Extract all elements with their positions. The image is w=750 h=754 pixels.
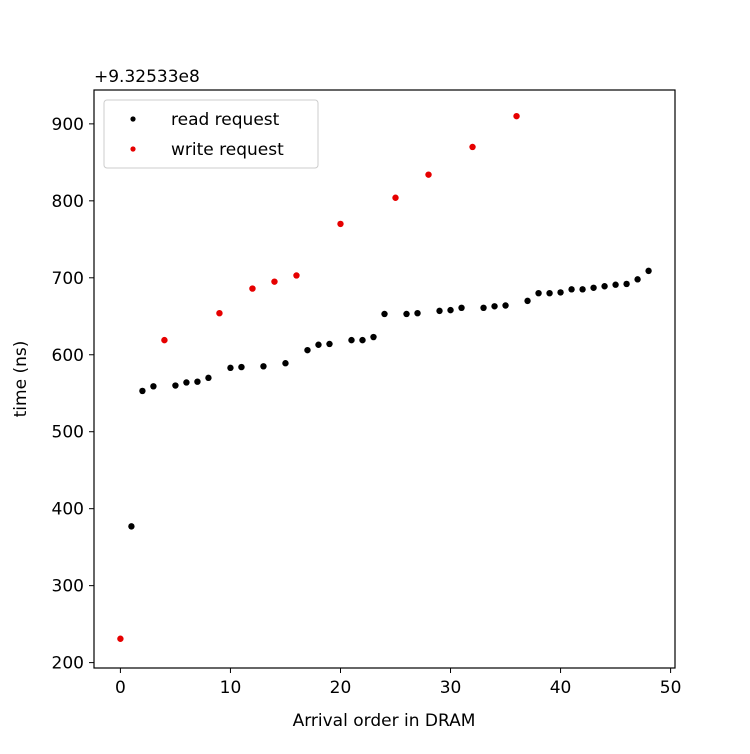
legend: read request write request — [103, 99, 319, 169]
read-request-point — [205, 374, 212, 382]
read-request-point — [414, 309, 421, 317]
write-request-point — [425, 171, 432, 178]
read-request-point — [150, 383, 157, 390]
write-request-point — [513, 112, 520, 120]
read-request-point — [359, 336, 366, 344]
y-tick-label: 500 — [52, 423, 84, 443]
read-request-point — [645, 267, 652, 275]
y-offset-label: +9.32533e8 — [94, 67, 200, 87]
read-request-point — [403, 310, 410, 318]
read-request-point — [128, 523, 135, 530]
y-tick-label: 700 — [52, 269, 84, 289]
x-axis-ticks: 0 10 20 30 40 50 — [115, 668, 681, 698]
read-request-point — [590, 284, 597, 291]
read-request-point — [183, 379, 190, 386]
write-request-point — [337, 220, 344, 228]
read-request-point — [612, 281, 619, 288]
read-request-point — [315, 341, 322, 348]
read-request-point — [194, 378, 201, 385]
x-tick-label: 0 — [115, 678, 126, 698]
write-request-point — [271, 278, 278, 285]
read-request-point — [348, 336, 355, 344]
read-request-point — [238, 363, 245, 371]
read-request-point — [623, 280, 630, 288]
write-request-point — [216, 309, 223, 317]
x-tick-label: 30 — [440, 678, 462, 698]
legend-write-label: write request — [171, 140, 284, 160]
read-request-point — [535, 289, 542, 297]
y-tick-label: 400 — [52, 500, 84, 520]
y-axis-label: time (ns) — [11, 341, 31, 418]
write-request-point — [161, 336, 168, 344]
read-request-point — [227, 364, 234, 372]
read-request-point — [326, 340, 333, 348]
write-request-point — [392, 194, 399, 201]
y-axis-ticks: 200 300 400 500 600 700 800 900 — [52, 115, 94, 674]
legend-read-label: read request — [171, 110, 280, 130]
y-tick-label: 200 — [52, 654, 84, 674]
read-request-point — [601, 283, 608, 290]
data-points — [117, 112, 652, 642]
y-tick-label: 600 — [52, 346, 84, 366]
x-tick-label: 50 — [660, 678, 682, 698]
x-tick-label: 10 — [220, 678, 242, 698]
y-tick-label: 900 — [52, 115, 84, 135]
read-request-point — [381, 310, 388, 318]
read-request-point — [546, 289, 553, 297]
legend-read-marker — [130, 116, 136, 122]
read-request-point — [370, 333, 377, 341]
read-request-point — [260, 363, 267, 370]
x-tick-label: 40 — [550, 678, 572, 698]
read-request-point — [579, 286, 586, 293]
read-request-point — [172, 382, 179, 389]
read-request-point — [524, 297, 531, 305]
write-request-point — [117, 635, 124, 642]
read-request-point — [282, 360, 289, 367]
plot-area-frame — [93, 89, 676, 669]
write-request-point — [469, 143, 476, 151]
read-request-point — [447, 306, 454, 314]
read-request-point — [502, 302, 509, 309]
read-request-point — [304, 346, 311, 354]
read-request-point — [480, 304, 487, 312]
write-request-point — [293, 272, 300, 279]
read-request-point — [634, 276, 641, 283]
x-axis-label: Arrival order in DRAM — [293, 711, 476, 731]
read-request-point — [139, 387, 146, 395]
legend-write-marker — [130, 146, 136, 152]
write-request-point — [249, 285, 256, 292]
y-tick-label: 300 — [52, 577, 84, 597]
read-request-point — [568, 286, 575, 293]
read-request-point — [436, 307, 443, 315]
read-request-point — [458, 304, 465, 312]
x-tick-label: 20 — [330, 678, 352, 698]
read-request-point — [557, 289, 564, 296]
legend-box — [103, 99, 319, 169]
y-tick-label: 800 — [52, 192, 84, 212]
read-request-point — [491, 303, 498, 310]
